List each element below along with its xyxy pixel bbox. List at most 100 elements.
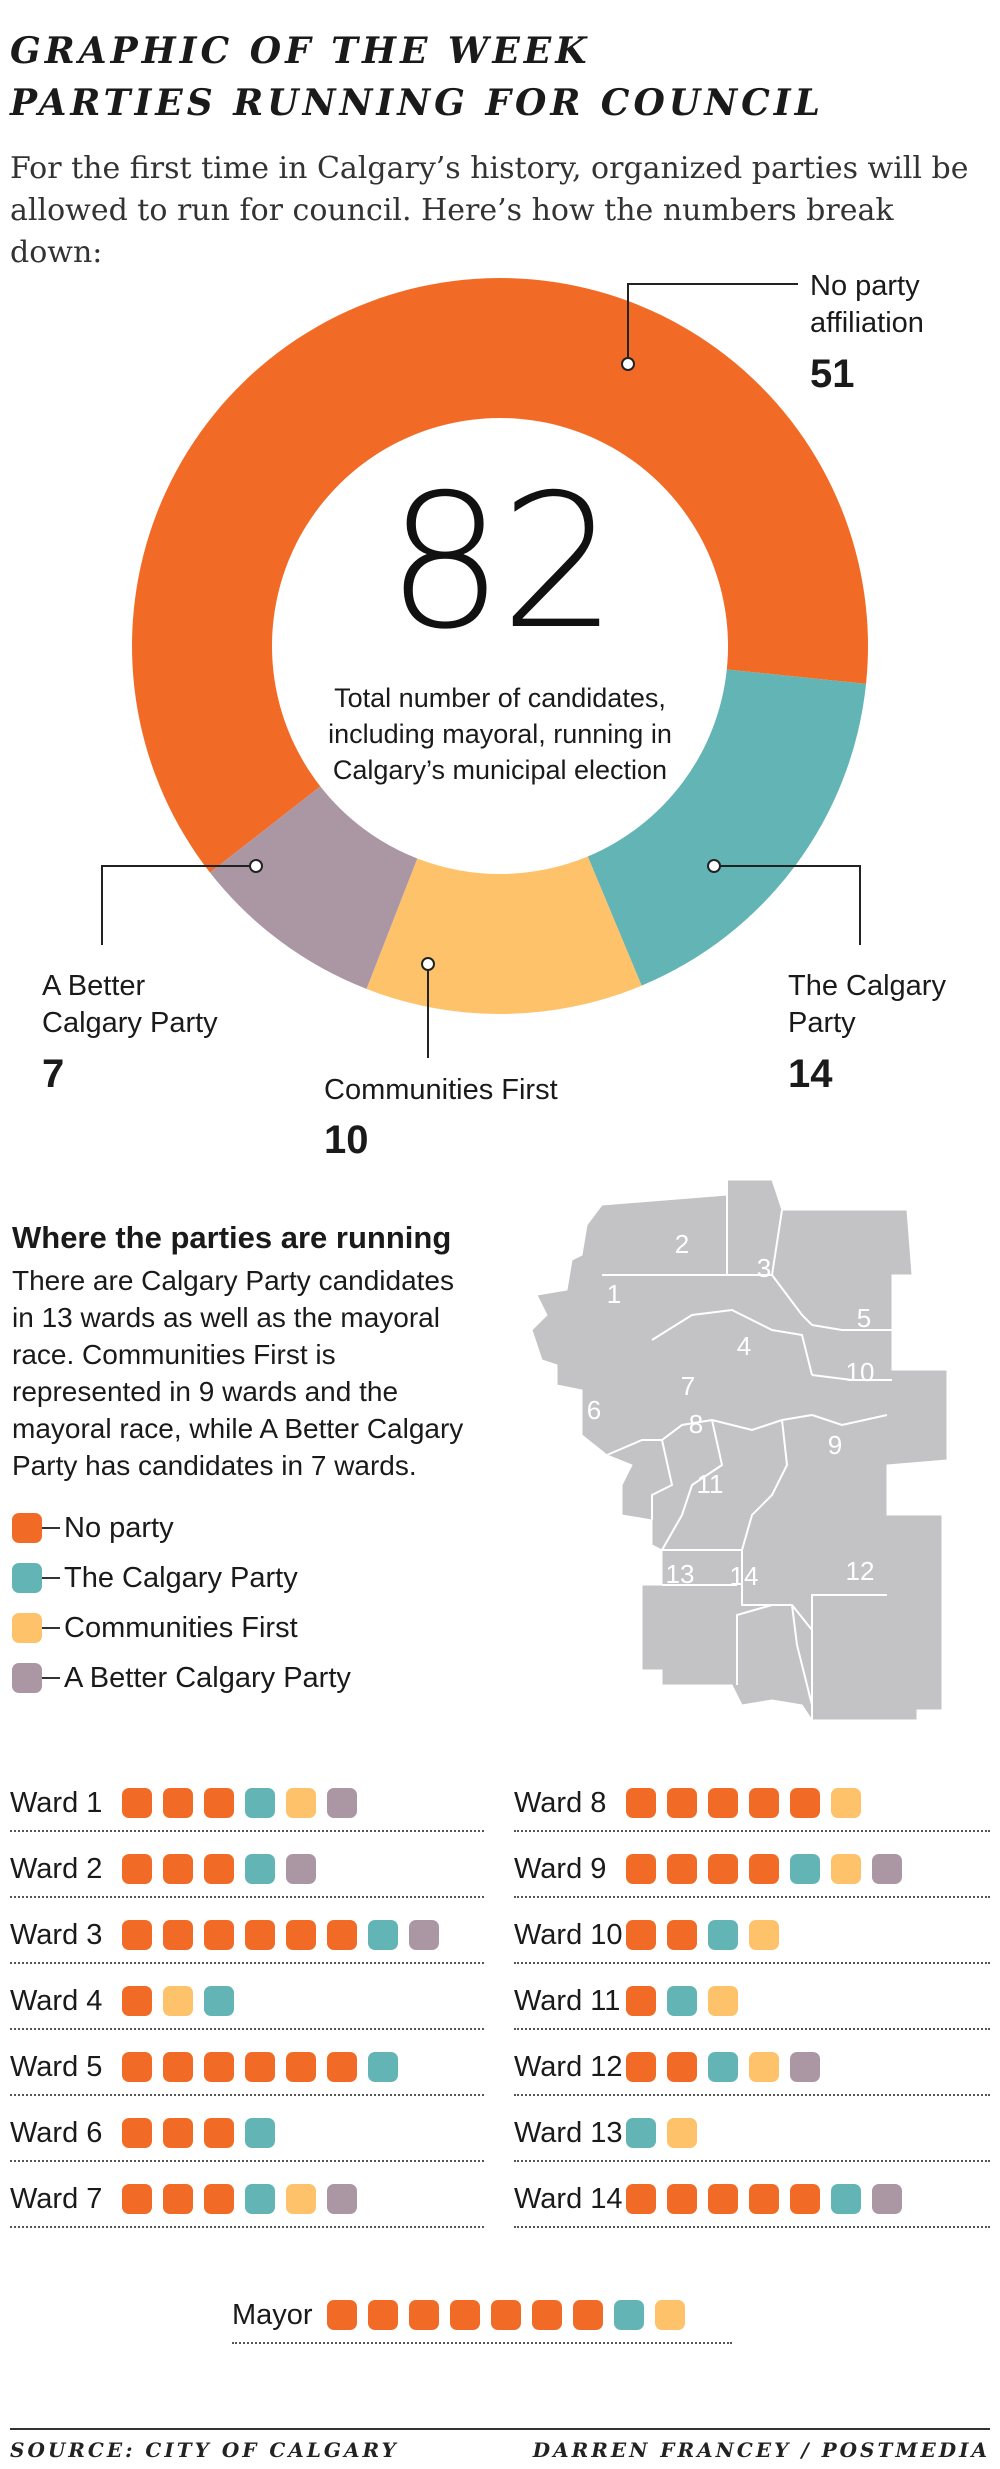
city-outline	[531, 1179, 948, 1721]
mayor-squares	[327, 2300, 696, 2330]
ward-squares	[626, 1854, 913, 1884]
label-better-calgary-line1: A Better	[42, 970, 146, 1002]
ward-divider	[10, 1830, 484, 1832]
candidate-square	[708, 2052, 738, 2082]
candidate-square	[667, 2118, 697, 2148]
map-ward-label-7: 7	[681, 1371, 695, 1401]
ward-squares	[626, 1986, 749, 2016]
candidate-square	[708, 1986, 738, 2016]
ward-label: Ward 12	[514, 2050, 623, 2083]
candidate-square	[790, 1854, 820, 1884]
ward-row: Ward 11	[514, 1976, 749, 2026]
ward-label: Ward 11	[514, 1984, 621, 2017]
legend-label: No party	[64, 1511, 174, 1544]
legend-connector	[42, 1627, 60, 1629]
ward-squares	[122, 1788, 368, 1818]
ward-squares	[626, 2118, 708, 2148]
slice-better-calgary	[210, 786, 418, 989]
legend-swatch	[12, 1613, 42, 1643]
candidate-square	[368, 1920, 398, 1950]
page-title: PARTIES RUNNING FOR COUNCIL	[10, 82, 824, 124]
map-ward-label-13: 13	[666, 1559, 695, 1589]
candidate-square	[872, 2184, 902, 2214]
ward-row: Ward 12	[514, 2042, 831, 2092]
mayor-label: Mayor	[232, 2298, 313, 2331]
total-candidates-description: Total number of candidates, including ma…	[328, 683, 672, 785]
ward-label: Ward 3	[10, 1918, 103, 1951]
legend-connector	[42, 1527, 60, 1529]
label-no-party: No party affiliation	[810, 268, 924, 342]
candidate-square	[204, 2184, 234, 2214]
candidate-square	[573, 2300, 603, 2330]
ward-row: Ward 13	[514, 2108, 708, 2158]
donut-center	[274, 420, 726, 872]
map-ward-label-4: 4	[737, 1331, 751, 1361]
source-credit: SOURCE: CITY OF CALGARY	[10, 2438, 399, 2462]
candidate-square	[708, 1788, 738, 1818]
intro-text: For the first time in Calgary’s history,…	[10, 151, 969, 270]
candidate-square	[327, 2300, 357, 2330]
candidate-square	[667, 2184, 697, 2214]
ward-label: Ward 1	[10, 1786, 103, 1819]
candidate-square	[245, 1920, 275, 1950]
graphic-kicker: GRAPHIC OF THE WEEK	[10, 30, 591, 72]
candidate-square	[491, 2300, 521, 2330]
candidate-square	[749, 2052, 779, 2082]
candidate-square	[626, 1854, 656, 1884]
total-candidates-number: 82	[386, 454, 617, 670]
candidate-square	[245, 1854, 275, 1884]
marker-better-calgary	[249, 859, 263, 873]
slice-communities-first	[366, 856, 642, 1015]
ward-squares	[122, 1854, 327, 1884]
ward-label: Ward 10	[514, 1918, 623, 1951]
marker-calgary-party	[707, 859, 721, 873]
ward-label: Ward 7	[10, 2182, 103, 2215]
ward-boundary	[651, 1439, 674, 1520]
ward-divider	[10, 2226, 484, 2228]
ward-row: Ward 4	[10, 1976, 245, 2026]
label-better-calgary-line2: Calgary Party	[42, 1007, 218, 1039]
candidate-square	[286, 1920, 316, 1950]
ward-label: Ward 14	[514, 2182, 623, 2215]
section-body: There are Calgary Party candidates in 13…	[12, 1265, 464, 1481]
ward-squares	[626, 1920, 790, 1950]
candidate-square	[122, 1788, 152, 1818]
ward-label: Ward 13	[514, 2116, 623, 2149]
candidate-square	[286, 2184, 316, 2214]
candidate-square	[163, 2052, 193, 2082]
candidate-square	[790, 2184, 820, 2214]
candidate-square	[122, 1986, 152, 2016]
slice-calgary-party	[587, 669, 867, 986]
ward-row: Ward 1	[10, 1778, 368, 1828]
legend-label: Communities First	[64, 1611, 298, 1644]
ward-divider	[10, 1962, 484, 1964]
label-calgary-party-line2: Party	[788, 1007, 856, 1039]
value-no-party: 51	[810, 352, 855, 396]
ward-row: Ward 7	[10, 2174, 368, 2224]
ward-boundary	[661, 1419, 724, 1551]
candidate-square	[245, 1788, 275, 1818]
ward-row: Ward 10	[514, 1910, 790, 1960]
ward-boundary	[606, 1414, 813, 1456]
ward-boundary	[736, 1604, 773, 1685]
candidate-square	[122, 1854, 152, 1884]
ward-row: Ward 14	[514, 2174, 913, 2224]
candidate-square	[626, 2118, 656, 2148]
legend-calgary-party: The Calgary Party	[12, 1558, 298, 1598]
ward-row: Ward 3	[10, 1910, 450, 1960]
label-calgary-party-line1: The Calgary	[788, 970, 946, 1002]
map-ward-label-9: 9	[828, 1430, 842, 1460]
candidate-square	[450, 2300, 480, 2330]
map-ward-label-3: 3	[757, 1253, 771, 1283]
candidate-square	[749, 1920, 779, 1950]
candidate-square	[122, 1920, 152, 1950]
candidate-square	[626, 1986, 656, 2016]
candidate-square	[122, 2184, 152, 2214]
ward-boundary	[791, 1604, 813, 1706]
candidate-square	[327, 1920, 357, 1950]
candidate-square	[204, 1920, 234, 1950]
candidate-square	[655, 2300, 685, 2330]
candidate-square	[245, 2118, 275, 2148]
ward-divider	[514, 2028, 990, 2030]
ward-divider	[514, 2160, 990, 2162]
